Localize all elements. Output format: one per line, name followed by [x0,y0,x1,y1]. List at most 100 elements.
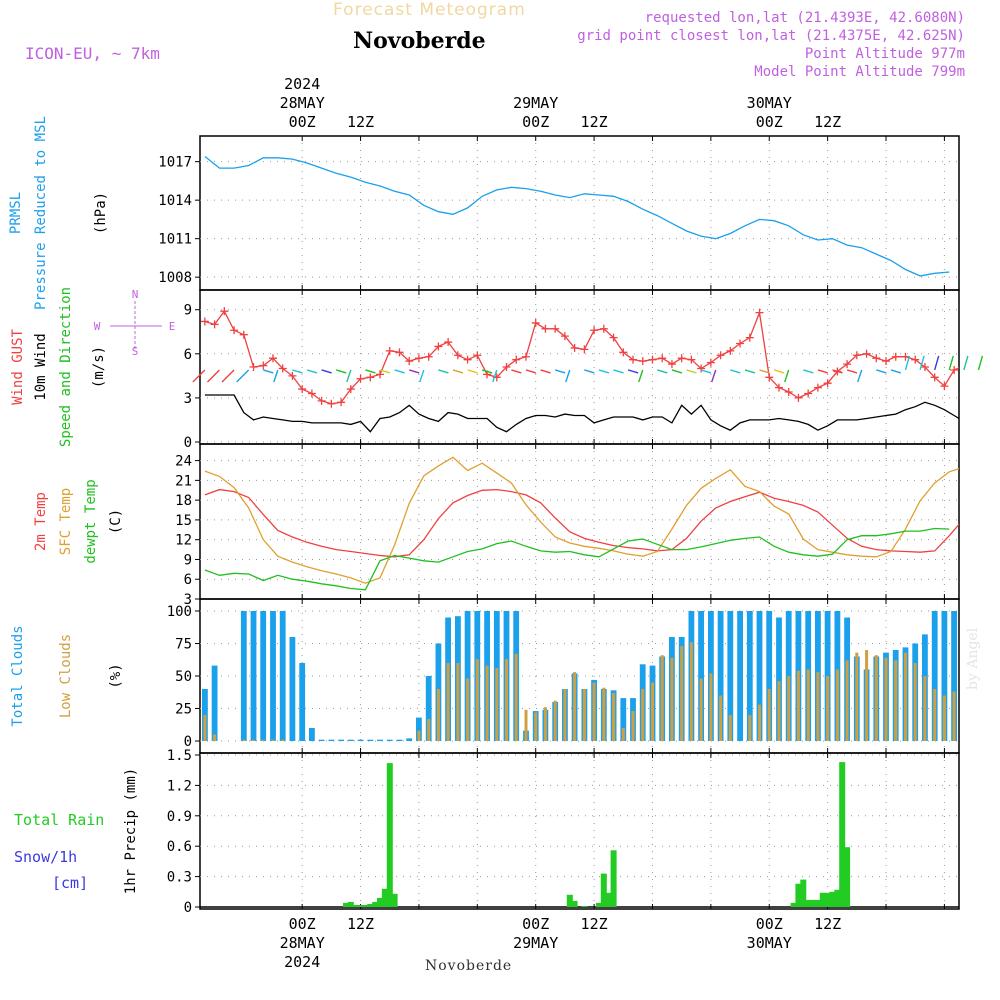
wind-arrow [711,369,717,383]
wind-arrow [638,369,644,383]
wind-arrow [379,369,391,374]
low-cloud-bar [660,655,664,741]
total-cloud-bar [931,611,938,741]
gust-marker [531,318,540,327]
gust-marker [327,399,336,408]
low-cloud-bar [456,663,460,741]
low-cloud-bar [563,689,567,741]
low-cloud-bar [923,676,927,741]
rain-bar [805,899,812,907]
gust-marker [765,373,774,382]
temperature-tick-label: 3 [184,592,192,608]
wind-arrow [700,369,712,374]
wind-arrow [409,369,420,374]
gust-marker [259,361,268,370]
low-cloud-bar [777,681,781,741]
time-label-bottom: 30MAY [747,934,792,952]
gust-marker [473,351,482,360]
low-cloud-bar [728,715,732,741]
wind-arrow [846,369,858,374]
wind-tick-label: 0 [184,435,192,451]
low-cloud-bar [514,653,518,741]
precip-frame [199,752,960,910]
gust-marker [317,396,326,405]
gust-marker [298,385,307,394]
low-cloud-bar [758,704,761,741]
rain-bar [810,899,816,907]
gust-marker [463,355,472,364]
gust-marker [677,354,686,363]
rain-bar [367,904,374,907]
gust-marker [288,371,297,380]
gust-marker [200,317,209,326]
gust-marker [774,383,783,392]
gust-marker [794,393,803,402]
gust-marker [736,339,745,348]
low-cloud-bar [252,739,255,741]
gust-marker [872,354,881,363]
gust-marker [784,388,793,397]
gust-marker [843,360,852,369]
total-cloud-bar [406,738,413,741]
gust-marker [629,355,638,364]
time-label-top: 12Z [581,113,608,131]
total-cloud-bar [717,611,724,741]
gust-marker [706,358,715,367]
low-cloud-bar [602,687,606,741]
gust-marker [667,360,676,369]
sfc-line [204,456,959,584]
wind-arrow [221,369,235,383]
snow-unit-label: [cm] [52,874,88,892]
gust-marker [599,324,608,333]
total-cloud-bar [211,665,218,741]
low-cloud-bar [689,642,693,741]
low-cloud-bar [203,715,207,741]
total-cloud-bar [756,611,763,741]
pressure-axis-label: PRMSL [8,192,24,234]
gust-marker [726,346,735,355]
gust-line [204,309,959,405]
temperature-axis-label: 2m Temp [33,492,49,551]
gust-marker [414,354,423,363]
rain-bar [829,891,836,907]
wind-arrow [565,369,571,383]
low-cloud-bar [543,707,547,741]
gust-marker [687,355,696,364]
clouds-axis-label: Low Clouds [58,634,74,718]
temperature-tick-label: 18 [175,493,192,509]
gust-marker [376,370,385,379]
wind-arrow [890,369,902,374]
dew-line [204,527,950,591]
gust-marker [405,357,414,366]
low-cloud-bar [855,652,859,741]
clouds-axis-label: (%) [108,663,124,688]
low-cloud-bar [582,689,586,741]
total-cloud-bar [367,739,374,741]
clouds-tick-label: 100 [167,604,192,620]
low-cloud-bar [281,739,285,741]
wind-axis-label: Wind GUST [10,329,26,405]
total-cloud-bar [620,698,627,741]
wind-arrow [192,369,206,383]
total-cloud-bar [250,611,257,741]
gust-marker [882,357,891,366]
gust-marker [249,363,258,372]
gust-marker [590,326,599,335]
low-cloud-bar [904,652,907,741]
wind-arrow [273,369,279,383]
temperature-tick-label: 6 [184,572,192,588]
total-cloud-bar [425,676,432,741]
rain-bar [357,905,364,907]
time-label-bottom: 28MAY [280,934,325,952]
wind-arrow [977,355,984,371]
rain-bar [800,879,807,907]
precip-tick-label: 0 [184,900,192,916]
wind-arrow [876,369,887,374]
gust-marker [970,351,978,359]
temperature-frame [199,443,960,600]
wind10m-line [204,394,959,433]
total-cloud-bar [961,611,967,741]
low-cloud-bar [524,709,528,741]
low-cloud-bar [670,657,674,741]
